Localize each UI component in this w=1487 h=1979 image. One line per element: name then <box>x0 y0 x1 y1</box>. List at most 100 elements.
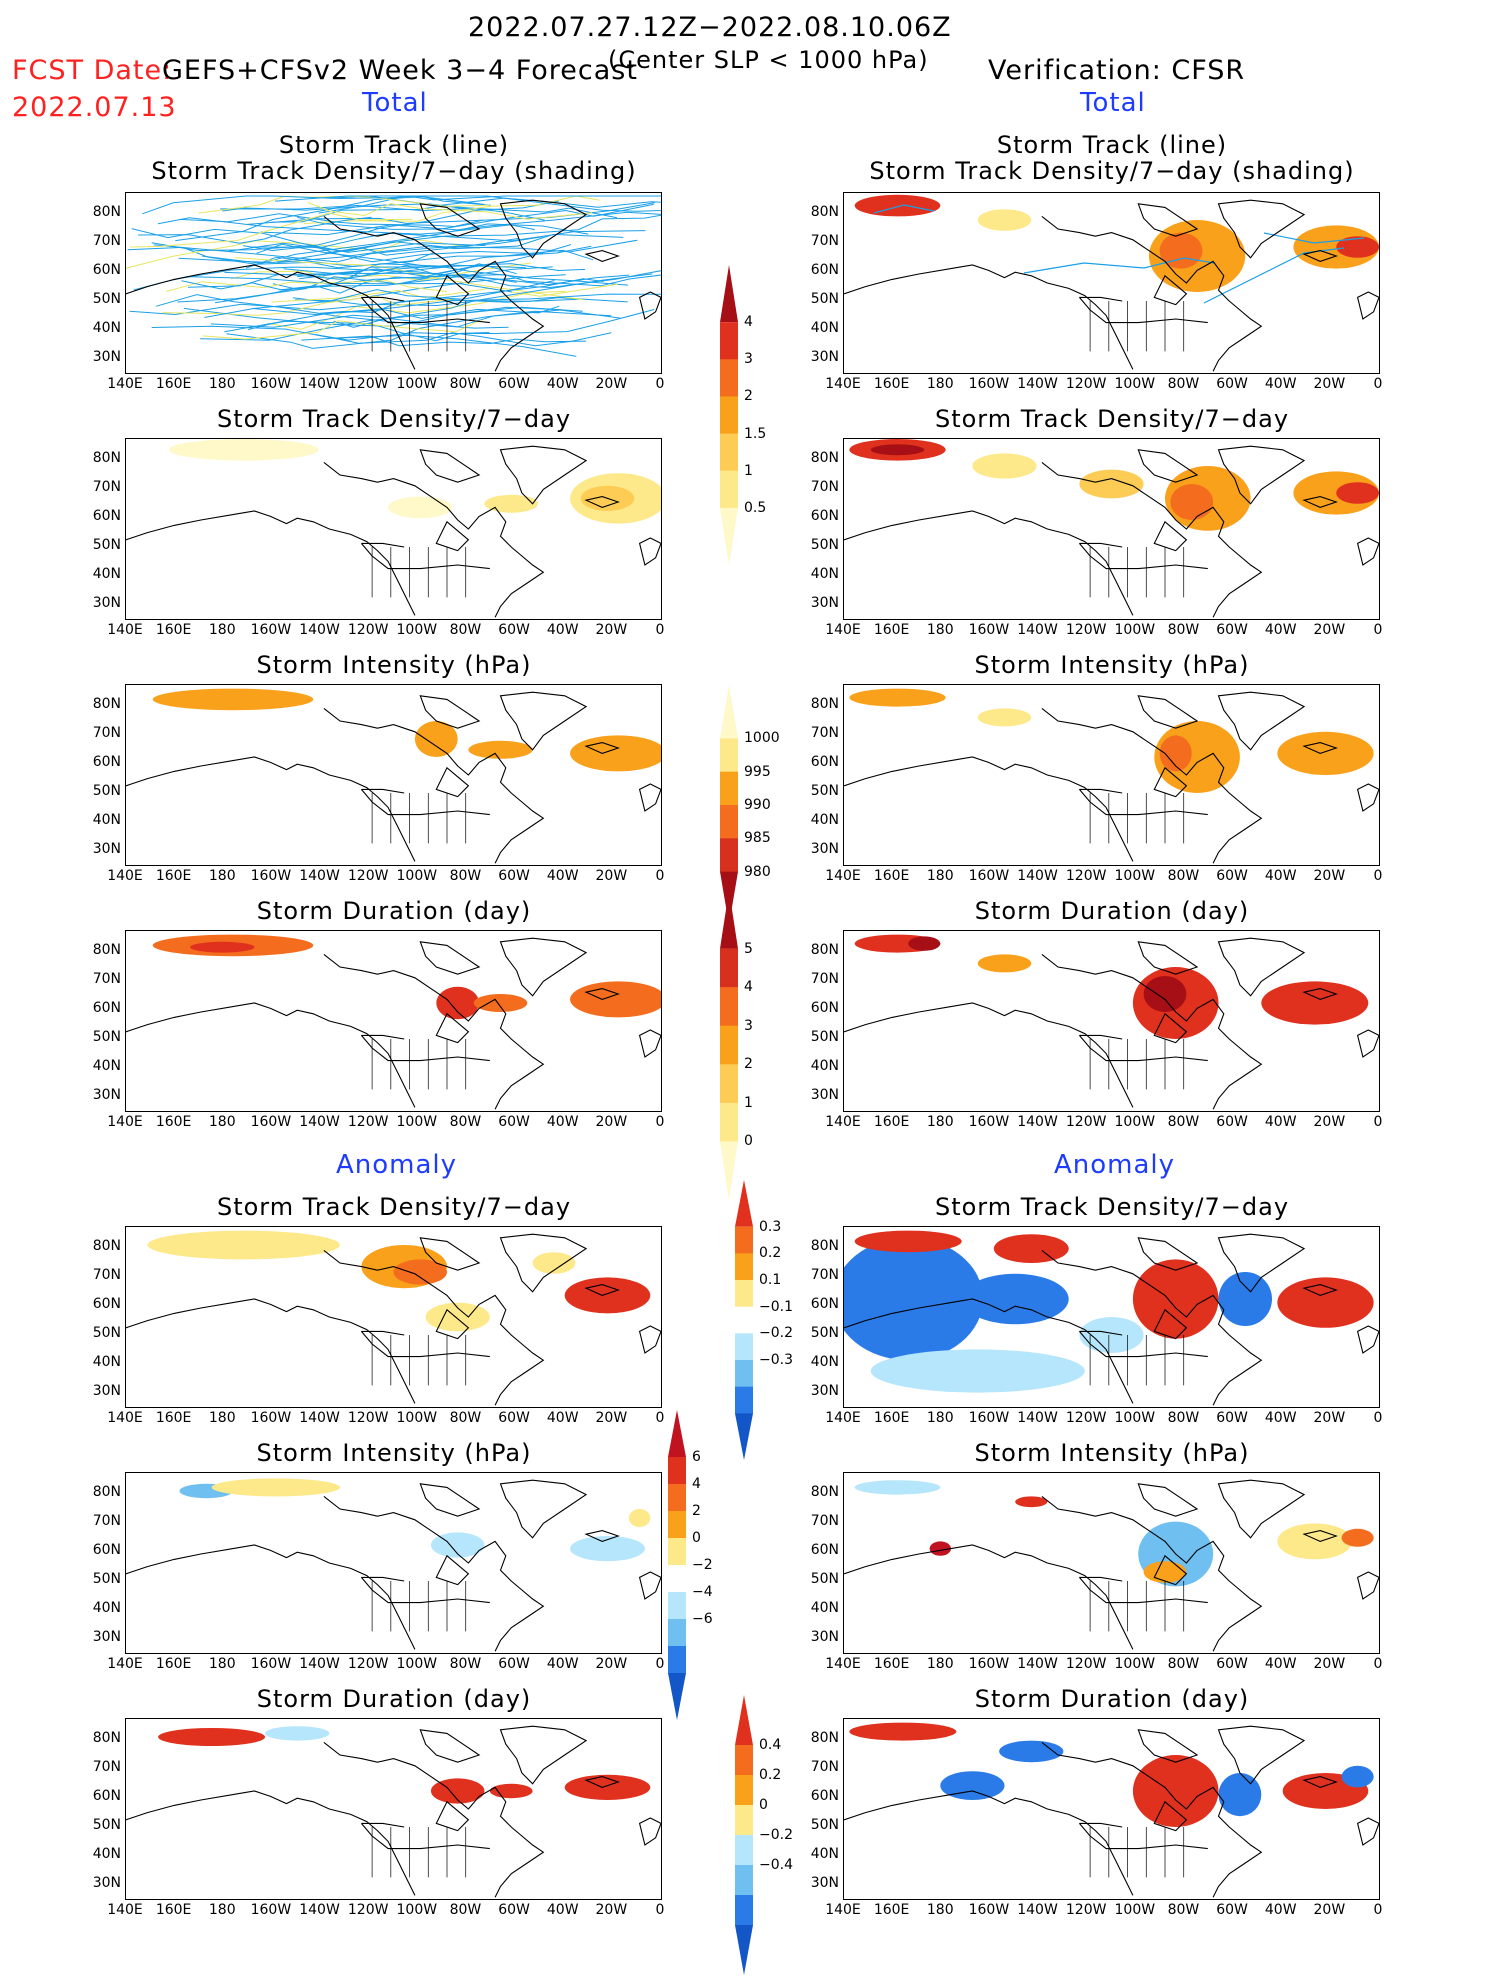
colorbar-tick-label: −6 <box>692 1611 713 1627</box>
coastline <box>1356 1571 1379 1600</box>
colorbar-swatch <box>735 1745 753 1776</box>
shade-cell <box>993 1234 1069 1263</box>
lon-tick-label: 140W <box>1017 1902 1058 1918</box>
lat-tick-label: 50N <box>810 291 839 308</box>
lat-tick-label: 70N <box>92 233 121 250</box>
lon-tick-label: 180 <box>926 1902 954 1918</box>
lat-tick-label: 50N <box>92 1325 121 1342</box>
lon-tick-label: 180 <box>926 376 954 392</box>
map-canvas <box>844 1479 1379 1652</box>
colorbar-swatch <box>720 987 738 1027</box>
colorbar-intensity-anom <box>668 1410 686 1720</box>
lon-tick-label: 60W <box>498 1114 530 1130</box>
lat-tick-label: 60N <box>810 262 839 279</box>
map-canvas <box>844 194 1379 372</box>
model-label: GEFS+CFSv2 Week 3−4 Forecast <box>162 55 638 86</box>
colorbar-swatch <box>720 1025 738 1065</box>
colorbar-duration-total <box>720 890 738 1200</box>
lon-tick-label: 0 <box>1373 622 1383 638</box>
lon-tick-label: 180 <box>208 1410 236 1426</box>
colorbar-swatch <box>735 1226 753 1254</box>
colorbar-intensity-total <box>720 685 738 925</box>
map-panel-track-R <box>843 192 1380 374</box>
lon-tick-label: 160E <box>873 1114 910 1130</box>
map-panel-int-L <box>125 684 662 866</box>
coastline <box>499 691 588 751</box>
colorbar-tick-label: −0.1 <box>759 1298 793 1315</box>
lat-tick-label: 50N <box>810 1325 839 1342</box>
storm-track-line <box>303 195 600 225</box>
shade-cell <box>870 444 925 456</box>
coastline <box>1078 1331 1208 1358</box>
coastline <box>1079 542 1123 548</box>
map-canvas <box>844 1722 1379 1898</box>
coastline <box>1153 1308 1188 1340</box>
coastline <box>419 203 481 237</box>
coastline <box>1153 520 1188 552</box>
coastline <box>1153 274 1188 306</box>
shade-cell <box>849 1722 957 1741</box>
shade-cell <box>468 740 533 759</box>
lon-tick-label: 140W <box>1017 1410 1058 1426</box>
storm-track-line <box>151 325 577 357</box>
lat-tick-label: 40N <box>810 320 839 337</box>
colorbar-swatch <box>720 359 738 397</box>
lat-tick-label: 60N <box>92 1788 121 1805</box>
lon-tick-label: 100W <box>396 1902 438 1918</box>
lon-tick-label: 40W <box>1264 376 1297 392</box>
panel-title-intensity-cfsr: Storm Intensity (hPa) <box>974 651 1250 679</box>
lon-tick-label: 0 <box>1373 868 1383 884</box>
lon-tick-label: 120W <box>347 868 389 884</box>
lon-tick-label: 140E <box>107 1410 143 1426</box>
coastline <box>361 1034 405 1040</box>
colorbar-swatch <box>735 1695 753 1745</box>
colorbar-tick-label: 990 <box>744 797 771 813</box>
lon-tick-label: 120W <box>1065 1902 1107 1918</box>
lon-tick-label: 100W <box>396 622 438 638</box>
coastline <box>1041 1741 1263 1898</box>
lat-tick-label: 40N <box>92 1846 121 1863</box>
lon-tick-label: 160W <box>250 868 292 884</box>
map-canvas <box>126 439 661 618</box>
lon-tick-label: 180 <box>926 1114 954 1130</box>
lat-tick-label: 50N <box>92 291 121 308</box>
coastline <box>1217 937 1306 997</box>
colorbar-swatch <box>735 1386 753 1414</box>
lat-tick-label: 80N <box>810 696 839 713</box>
shade-cell <box>940 1771 1005 1800</box>
lon-tick-label: 60W <box>498 1656 530 1672</box>
coastline <box>323 215 545 372</box>
lat-tick-label: 40N <box>810 1354 839 1371</box>
shade-cell <box>570 735 661 772</box>
coastline <box>323 953 545 1110</box>
map-panel-uanom-R <box>843 1718 1380 1900</box>
coastline <box>419 1237 481 1271</box>
colorbar-tick-label: 0.2 <box>759 1245 782 1262</box>
lon-tick-label: 140E <box>107 1902 143 1918</box>
coastline <box>844 1002 1134 1108</box>
coastline <box>638 1029 661 1058</box>
lon-tick-label: 140E <box>825 1410 861 1426</box>
storm-track-line <box>301 335 587 347</box>
storm-track-line <box>274 195 661 212</box>
coastline <box>499 445 588 505</box>
lon-tick-label: 80W <box>449 376 482 392</box>
map-canvas <box>126 688 661 864</box>
lat-tick-label: 30N <box>92 1087 121 1104</box>
coastline <box>1041 953 1263 1110</box>
lat-tick-label: 80N <box>92 204 121 221</box>
coastline <box>584 988 620 1000</box>
lat-tick-label: 40N <box>92 1354 121 1371</box>
shade-cell <box>1277 1277 1374 1328</box>
lon-tick-label: 100W <box>1114 1410 1156 1426</box>
colorbar-tick-label: 3 <box>744 351 753 368</box>
coastline <box>360 297 490 324</box>
lat-tick-label: 70N <box>92 479 121 496</box>
lon-tick-label: 160E <box>873 1902 910 1918</box>
lon-tick-label: 140E <box>825 1656 861 1672</box>
storm-track-line <box>157 217 535 235</box>
shade-cell <box>849 688 946 707</box>
colorbar-tick-label: 0 <box>759 1797 768 1813</box>
lon-tick-label: 20W <box>595 622 628 638</box>
colorbar-tick-label: 2 <box>744 1056 753 1073</box>
